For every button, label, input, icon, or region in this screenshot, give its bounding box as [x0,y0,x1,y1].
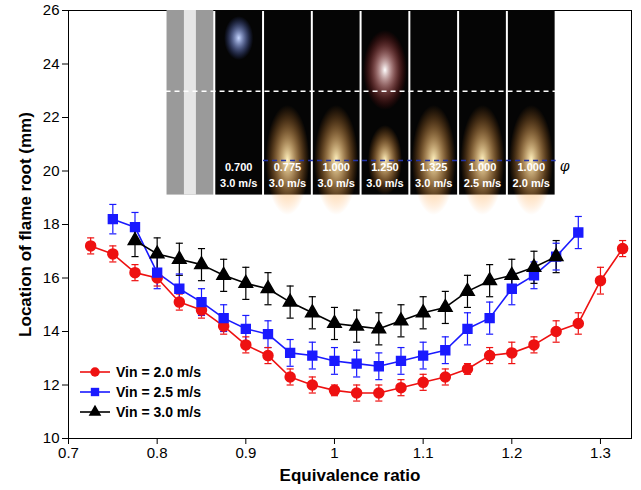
svg-text:1.1: 1.1 [413,444,434,461]
svg-text:2.0 m/s: 2.0 m/s [513,177,550,189]
svg-text:Equivalence ratio: Equivalence ratio [280,466,421,485]
svg-text:16: 16 [43,269,60,286]
svg-text:14: 14 [43,322,60,339]
svg-text:1.000: 1.000 [322,161,350,173]
svg-text:18: 18 [43,215,60,232]
svg-text:22: 22 [43,108,60,125]
svg-text:0.9: 0.9 [235,444,256,461]
svg-text:0.7: 0.7 [58,444,79,461]
svg-text:0.700: 0.700 [225,161,253,173]
svg-text:3.0 m/s: 3.0 m/s [366,177,403,189]
svg-text:1.000: 1.000 [517,161,545,173]
svg-text:12: 12 [43,376,60,393]
svg-text:3.0 m/s: 3.0 m/s [415,177,452,189]
html-text:Vin = 2.5 m/s: Vin = 2.5 m/s [116,384,201,400]
svg-text:0.8: 0.8 [147,444,168,461]
svg-text:3.0 m/s: 3.0 m/s [220,177,257,189]
html-text:Vin = 2.0 m/s: Vin = 2.0 m/s [116,364,201,380]
svg-text:20: 20 [43,162,60,179]
svg-text:2.5 m/s: 2.5 m/s [464,177,501,189]
svg-text:1.3: 1.3 [590,444,611,461]
svg-text:φ: φ [560,158,570,174]
svg-text:Location of flame root (mm): Location of flame root (mm) [16,112,35,337]
svg-text:0.775: 0.775 [274,161,302,173]
svg-text:3.0 m/s: 3.0 m/s [269,177,306,189]
svg-text:3.0 m/s: 3.0 m/s [318,177,355,189]
svg-text:10: 10 [43,429,60,446]
html-text:Vin = 3.0 m/s: Vin = 3.0 m/s [116,404,201,420]
svg-text:24: 24 [43,55,60,72]
svg-text:1.2: 1.2 [501,444,522,461]
svg-text:1: 1 [330,444,338,461]
svg-text:1.250: 1.250 [371,161,399,173]
svg-text:1.325: 1.325 [420,161,448,173]
svg-text:1.000: 1.000 [469,161,497,173]
svg-text:26: 26 [43,1,60,18]
